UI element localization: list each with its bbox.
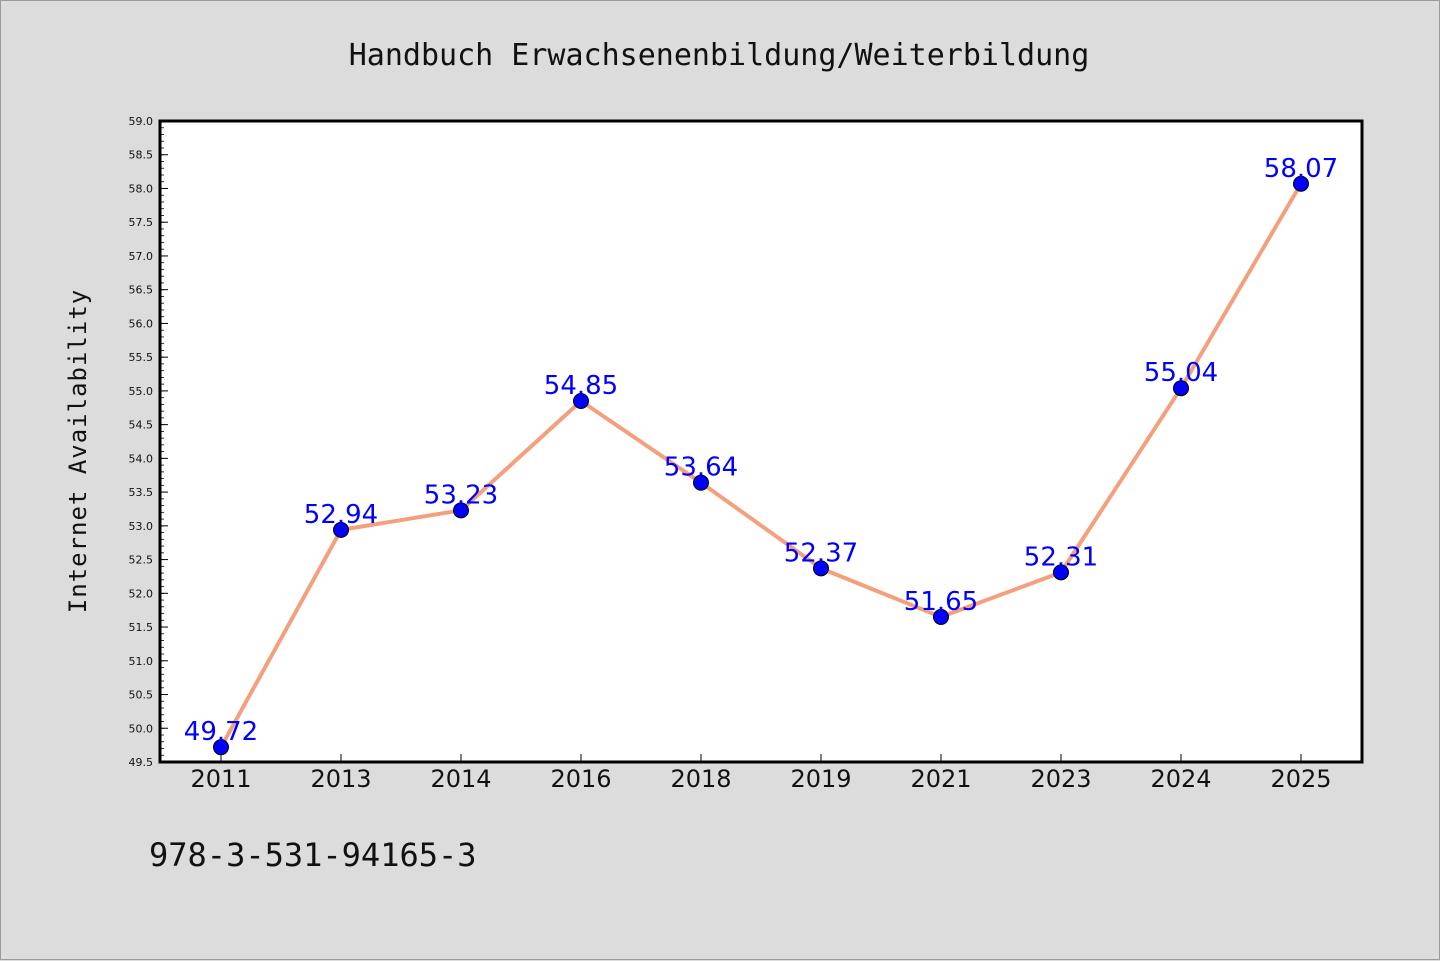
x-tick-label: 2013 — [310, 765, 371, 793]
x-tick-label: 2024 — [1150, 765, 1211, 793]
x-tick-label: 2023 — [1030, 765, 1091, 793]
data-point — [813, 560, 829, 577]
x-tick-label: 2011 — [190, 765, 251, 793]
data-point — [933, 608, 949, 625]
data-label: 51.65 — [904, 587, 978, 617]
y-tick-label: 58.5 — [129, 149, 154, 162]
x-tick-label: 2014 — [430, 765, 491, 793]
y-tick-label: 52.5 — [129, 554, 154, 567]
y-tick-label: 52.0 — [129, 587, 154, 600]
data-label: 53.23 — [424, 480, 498, 510]
data-point — [453, 502, 469, 519]
data-point — [573, 393, 589, 410]
y-tick-label: 56.5 — [129, 284, 154, 297]
y-tick-label: 58.0 — [129, 182, 154, 195]
x-tick-label: 2018 — [670, 765, 731, 793]
data-labels-layer: 49.72 52.94 53.23 54.85 53.64 52.37 51.65 52.31… — [184, 154, 1338, 747]
data-point — [693, 474, 709, 491]
data-label: 49.72 — [184, 717, 258, 747]
y-tick-label: 57.0 — [129, 250, 154, 263]
y-tick-label: 51.5 — [129, 621, 154, 634]
y-tick-label: 49.5 — [129, 756, 154, 769]
y-tick-label: 51.0 — [129, 655, 154, 668]
data-point — [213, 739, 229, 756]
x-tick-label: 2025 — [1270, 765, 1331, 793]
y-tick-label: 53.0 — [129, 520, 154, 533]
series-line — [219, 182, 1303, 749]
data-point — [1293, 175, 1309, 192]
y-axis-ticks: 49.5 50.0 50.5 51.0 51.5 52.0 52.5 53.0 53.5 54.0… — [129, 115, 168, 769]
x-tick-label: 2021 — [910, 765, 971, 793]
y-tick-label: 54.0 — [129, 452, 154, 465]
x-axis-ticks: 2011 2013 2014 2016 2018 2019 2021 2023 2024 2025 — [190, 754, 1332, 793]
data-label: 53.64 — [664, 453, 738, 483]
y-tick-label: 59.0 — [129, 115, 154, 128]
data-point — [333, 521, 349, 538]
y-tick-label: 57.5 — [129, 216, 154, 229]
plot-area — [158, 119, 1364, 764]
data-label: 54.85 — [544, 371, 618, 401]
data-label: 52.31 — [1024, 542, 1098, 572]
data-label: 52.94 — [304, 500, 378, 530]
data-point — [1173, 380, 1189, 397]
y-tick-label: 56.0 — [129, 317, 154, 330]
data-label: 58.07 — [1264, 154, 1338, 184]
series-layer — [213, 175, 1309, 756]
y-tick-label: 54.5 — [129, 419, 154, 432]
x-tick-label: 2016 — [550, 765, 611, 793]
x-tick-label: 2019 — [790, 765, 851, 793]
y-axis-label: Internet Availability — [64, 289, 92, 613]
y-tick-label: 55.0 — [129, 385, 154, 398]
data-point — [1053, 564, 1069, 581]
data-label: 55.04 — [1144, 358, 1218, 388]
data-label: 52.37 — [784, 538, 858, 568]
y-tick-label: 53.5 — [129, 486, 154, 499]
y-tick-label: 55.5 — [129, 351, 154, 364]
chart-title: Handbuch Erwachsenenbildung/Weiterbildun… — [349, 38, 1090, 73]
y-tick-label: 50.0 — [129, 722, 154, 735]
y-tick-label: 50.5 — [129, 689, 154, 702]
isbn-footer: 978-3-531-94165-3 — [149, 836, 477, 874]
